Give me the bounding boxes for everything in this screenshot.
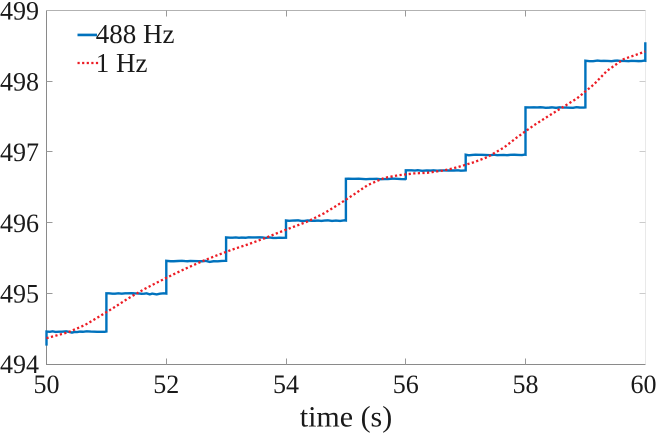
- svg-text:60: 60: [631, 370, 657, 399]
- svg-text:488 Hz: 488 Hz: [96, 19, 175, 49]
- svg-text:58: 58: [513, 370, 539, 399]
- svg-text:52: 52: [153, 370, 179, 399]
- svg-text:1 Hz: 1 Hz: [96, 48, 148, 78]
- svg-text:498: 498: [0, 67, 39, 96]
- svg-text:50: 50: [34, 370, 60, 399]
- svg-text:499: 499: [0, 0, 39, 26]
- svg-text:time (s): time (s): [300, 400, 392, 433]
- svg-text:494: 494: [0, 350, 39, 379]
- svg-text:497: 497: [0, 138, 39, 167]
- svg-text:56: 56: [393, 370, 419, 399]
- svg-text:54: 54: [273, 370, 299, 399]
- svg-text:496: 496: [0, 209, 39, 238]
- svg-text:495: 495: [0, 280, 39, 309]
